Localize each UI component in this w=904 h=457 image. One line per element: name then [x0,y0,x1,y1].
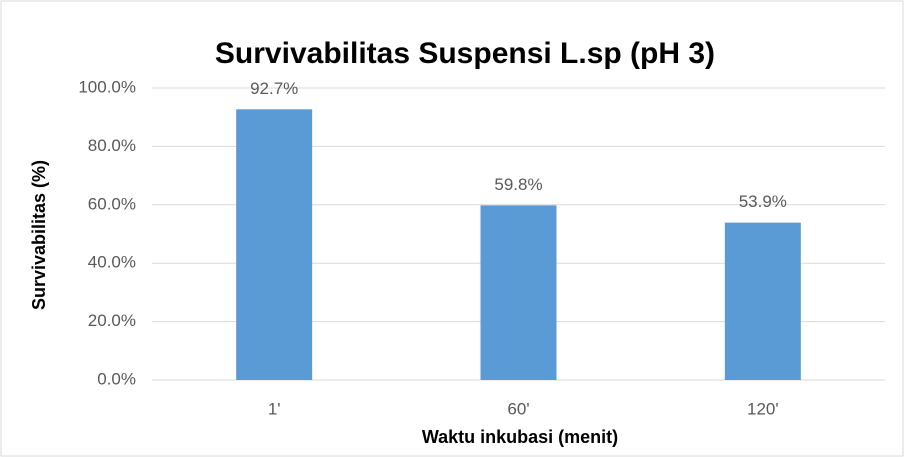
x-axis-title: Waktu inkubasi (menit) [422,427,618,447]
data-label: 53.9% [739,192,787,211]
y-tick-label: 60.0% [88,194,136,213]
x-tick-label: 60' [507,399,529,418]
chart-title: Survivabilitas Suspensi L.sp (pH 3) [215,37,715,70]
y-tick-label: 0.0% [97,369,136,388]
x-tick-label: 1' [268,399,281,418]
bar [724,222,801,380]
x-tick-label: 120' [747,399,779,418]
bar [480,205,557,380]
y-tick-label: 20.0% [88,311,136,330]
data-label: 59.8% [494,175,542,194]
y-tick-label: 40.0% [88,253,136,272]
bar [236,109,313,380]
y-tick-label: 100.0% [78,77,136,96]
y-tick-label: 80.0% [88,136,136,155]
data-label: 92.7% [250,79,298,98]
y-axis-title: Survivabilitas (%) [29,160,49,310]
